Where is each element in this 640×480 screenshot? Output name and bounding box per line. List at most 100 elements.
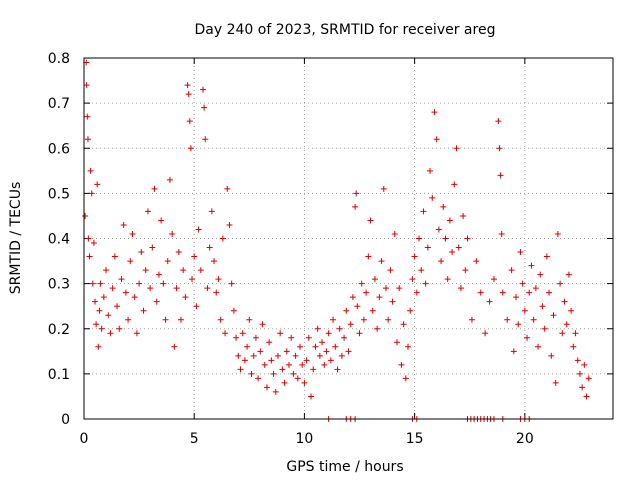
data-point — [455, 244, 462, 251]
data-point — [305, 334, 312, 341]
data-point — [341, 334, 348, 341]
data-point — [185, 91, 192, 98]
data-point — [149, 244, 156, 251]
y-tick-label: 0.8 — [48, 51, 70, 67]
data-point — [557, 280, 564, 287]
data-point — [88, 190, 95, 197]
chart-title: Day 240 of 2023, SRMTID for receiver are… — [195, 22, 496, 38]
data-point — [272, 388, 279, 395]
data-point — [583, 393, 590, 400]
data-point — [204, 285, 211, 292]
data-point — [543, 253, 550, 260]
data-point — [105, 312, 112, 319]
data-point — [405, 343, 412, 350]
data-point — [292, 352, 299, 359]
data-point — [380, 185, 387, 192]
data-point — [490, 276, 497, 283]
data-point — [90, 240, 97, 247]
data-point — [259, 321, 266, 328]
data-point — [202, 136, 209, 143]
data-point — [552, 379, 559, 386]
data-point — [418, 267, 425, 274]
data-point — [499, 289, 506, 296]
data-point — [197, 267, 204, 274]
data-point — [524, 334, 531, 341]
data-point — [365, 253, 372, 260]
data-point — [510, 348, 517, 355]
data-point — [519, 280, 526, 287]
data-point — [431, 109, 438, 116]
data-point — [301, 379, 308, 386]
data-point — [477, 289, 484, 296]
data-point — [398, 361, 405, 368]
data-point — [550, 312, 557, 319]
data-point — [158, 217, 165, 224]
data-point — [142, 267, 149, 274]
data-point — [367, 217, 374, 224]
data-point — [385, 316, 392, 323]
data-point — [131, 294, 138, 301]
data-point — [224, 185, 231, 192]
data-point — [537, 271, 544, 278]
data-point — [186, 118, 193, 125]
data-point — [460, 212, 467, 219]
data-point — [429, 194, 436, 201]
data-point — [438, 258, 445, 265]
data-point — [244, 343, 251, 350]
data-point — [208, 208, 215, 215]
data-point — [369, 307, 376, 314]
data-point — [261, 361, 268, 368]
data-point — [129, 230, 136, 237]
data-point — [446, 217, 453, 224]
data-point — [308, 393, 315, 400]
data-point — [576, 370, 583, 377]
data-point — [323, 348, 330, 355]
data-point — [94, 181, 101, 188]
data-point — [327, 357, 334, 364]
data-point — [486, 298, 493, 305]
data-point — [173, 285, 180, 292]
data-point — [252, 334, 259, 341]
y-tick-label: 0.3 — [48, 277, 70, 293]
data-point — [336, 325, 343, 332]
data-point — [111, 253, 118, 260]
data-point — [120, 221, 127, 228]
data-point — [504, 316, 511, 323]
data-point — [107, 330, 114, 337]
data-point — [570, 343, 577, 350]
data-point — [283, 348, 290, 355]
data-point — [310, 366, 317, 373]
data-point — [228, 280, 235, 287]
data-point — [568, 307, 575, 314]
data-point — [118, 276, 125, 283]
x-tick-label: 10 — [296, 431, 314, 447]
data-point — [248, 370, 255, 377]
data-point — [103, 267, 110, 274]
data-point — [136, 280, 143, 287]
data-point — [513, 294, 520, 301]
data-point — [268, 357, 275, 364]
data-point — [442, 235, 449, 242]
data-point — [508, 267, 515, 274]
data-point — [559, 330, 566, 337]
data-point — [114, 303, 121, 310]
data-point — [241, 357, 248, 364]
data-point — [109, 285, 116, 292]
data-point — [554, 230, 561, 237]
data-point — [374, 325, 381, 332]
data-point — [100, 294, 107, 301]
data-point — [281, 379, 288, 386]
data-point — [347, 321, 354, 328]
data-point — [314, 325, 321, 332]
y-axis-label: SRMTID / TECUs — [8, 182, 24, 295]
data-point — [93, 321, 100, 328]
data-point — [219, 235, 226, 242]
data-point — [396, 285, 403, 292]
data-point — [299, 361, 306, 368]
data-point — [325, 330, 332, 337]
y-tick-label: 0.6 — [48, 141, 70, 157]
data-point — [303, 357, 310, 364]
plot-frame — [83, 57, 614, 420]
data-point — [391, 230, 398, 237]
